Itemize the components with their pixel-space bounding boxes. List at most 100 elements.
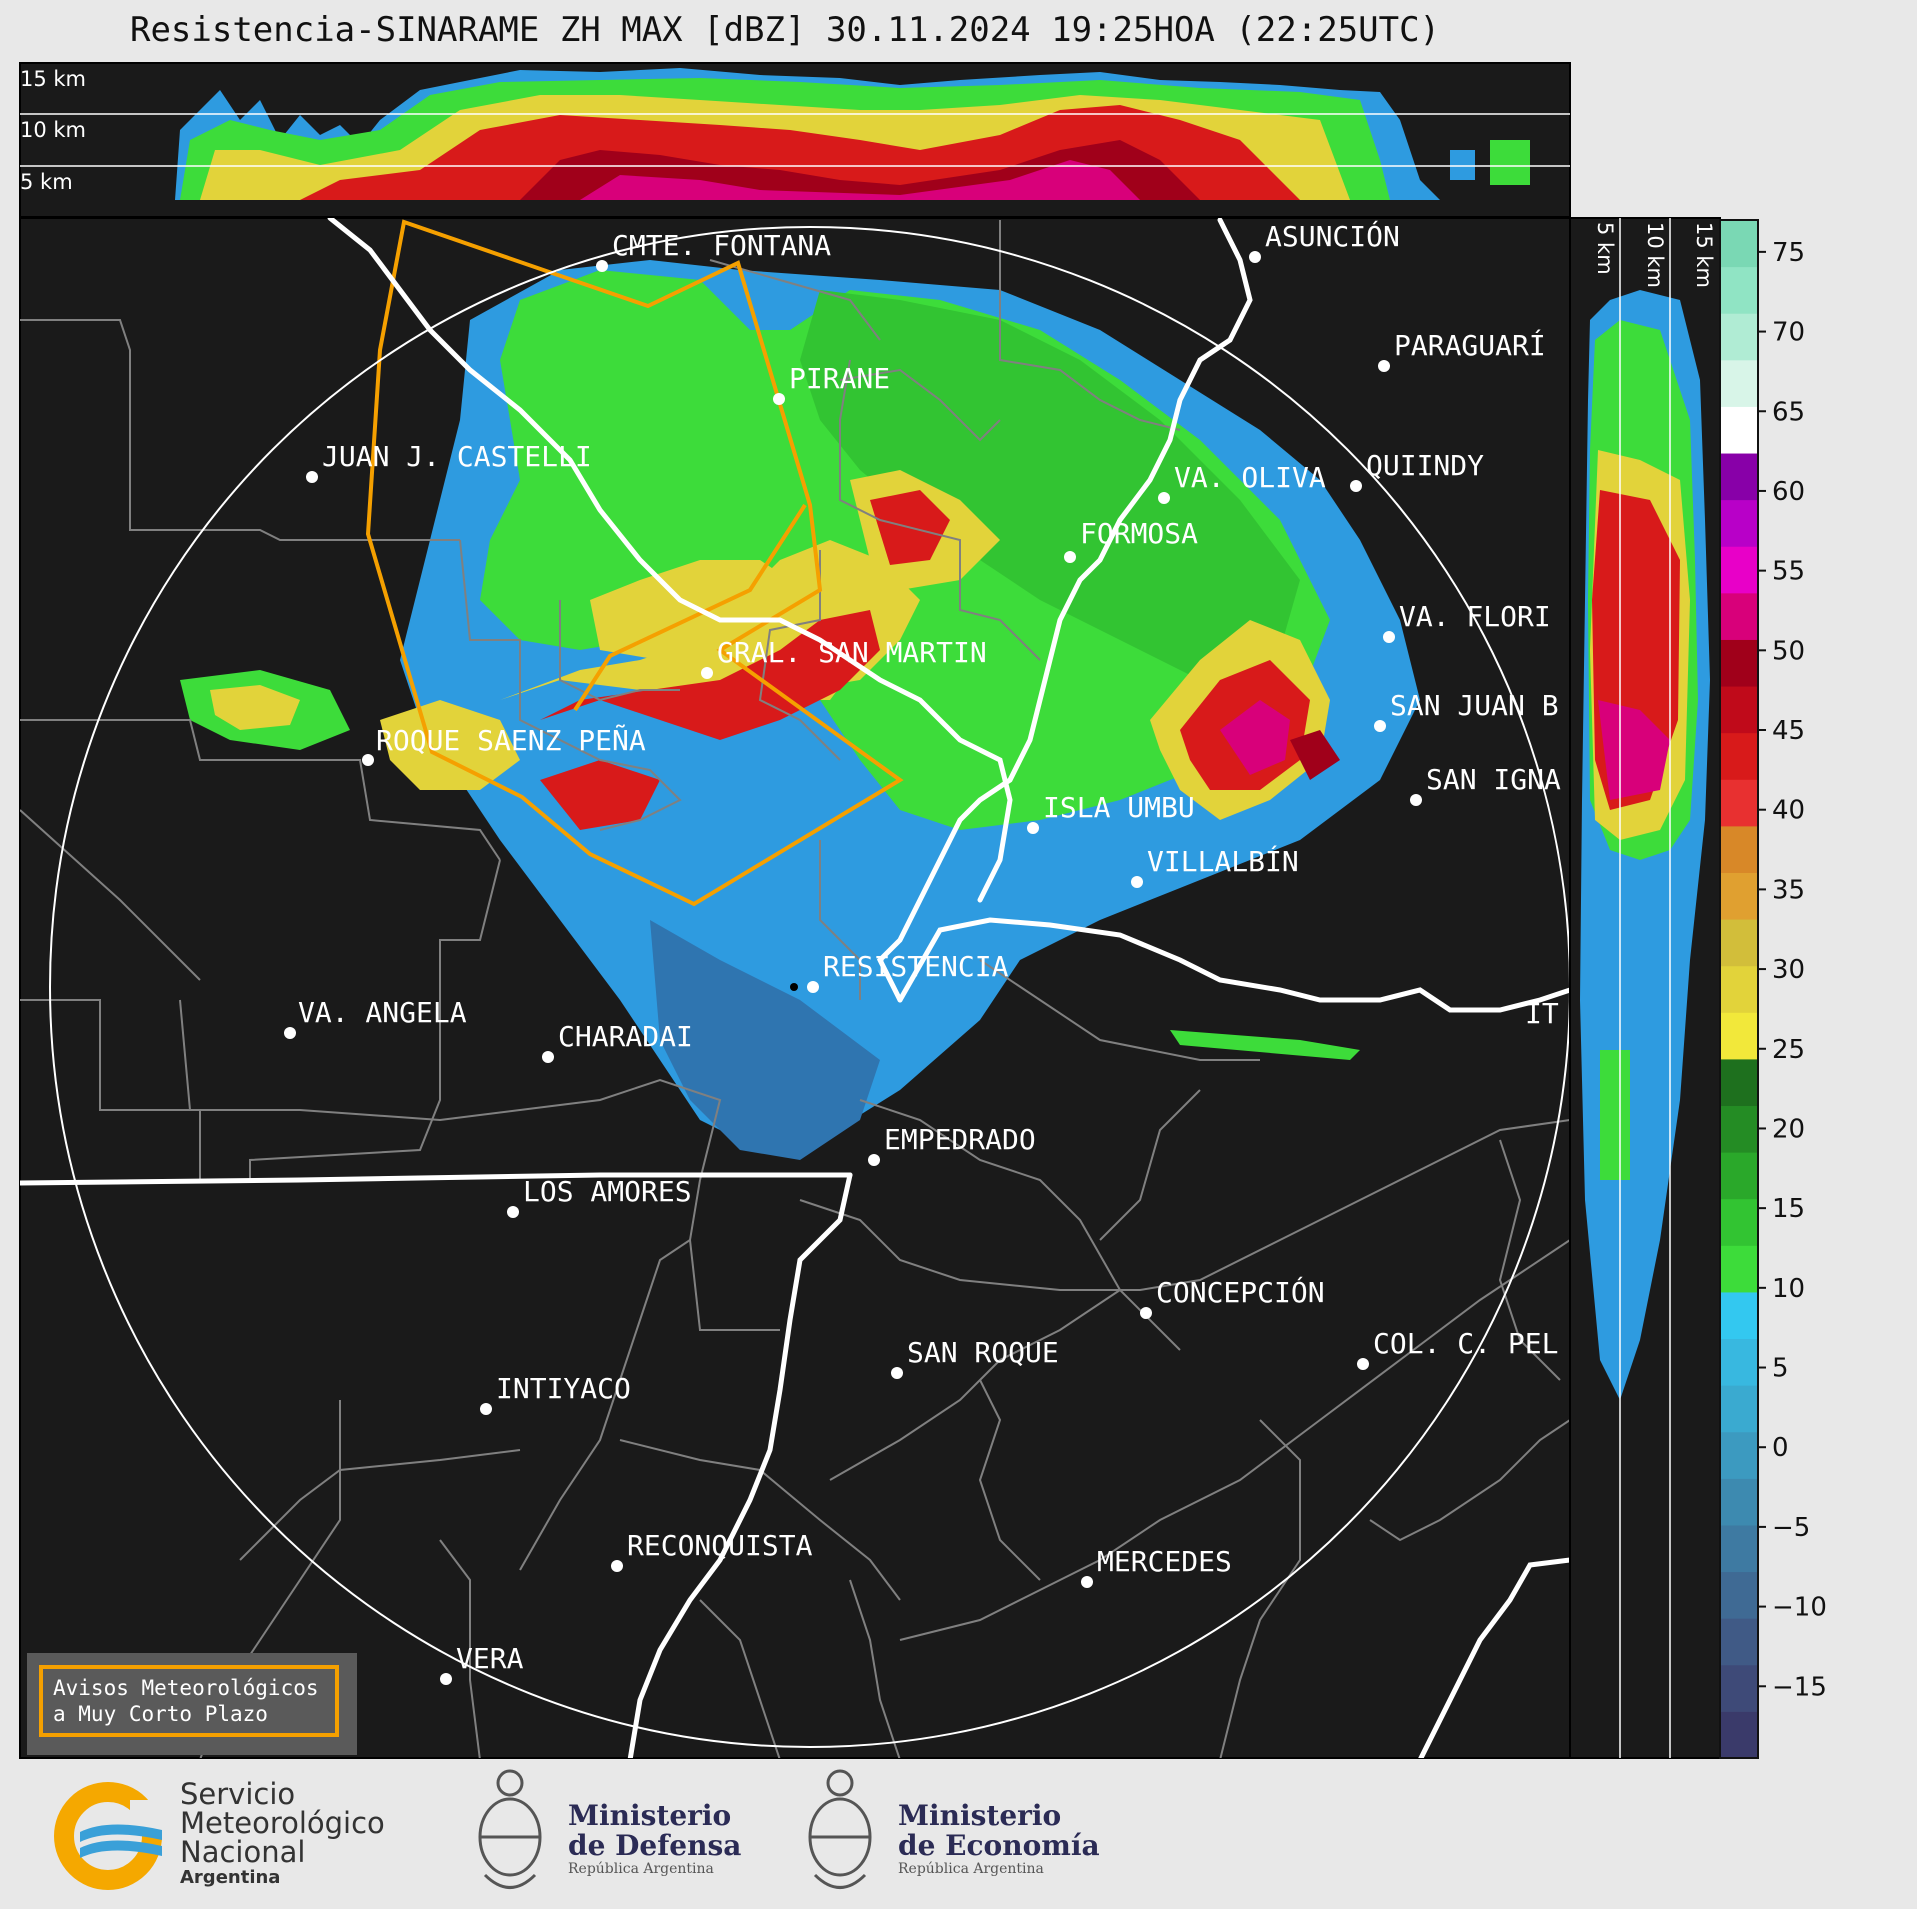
coat-of-arms-icon — [808, 1769, 872, 1889]
city-dot — [306, 471, 318, 483]
smn-line3: Nacional — [180, 1835, 306, 1869]
colorbar-tick-label: 25 — [1772, 1035, 1805, 1065]
colorbar-tick-label: 40 — [1772, 796, 1805, 826]
city-dot — [1081, 1576, 1093, 1588]
smn-line2: Meteorológico — [180, 1806, 385, 1840]
city-dot — [611, 1560, 623, 1572]
city-label: MERCEDES — [1097, 1545, 1232, 1578]
colorbar-segment — [1720, 1338, 1758, 1386]
colorbar-segment — [1720, 1664, 1758, 1712]
colorbar-tick-label: 70 — [1772, 318, 1805, 348]
city-label: INTIYACO — [496, 1372, 631, 1405]
warning-legend: Avisos Meteorológicos a Muy Corto Plazo — [27, 1653, 357, 1755]
economia-text: Ministerio de Economía República Argenti… — [898, 1801, 1100, 1878]
chart-title: Resistencia-SINARAME ZH MAX [dBZ] 30.11.… — [129, 10, 1441, 50]
city-label: EMPEDRADO — [884, 1123, 1036, 1156]
city-dot — [1140, 1307, 1152, 1319]
colorbar-segment — [1720, 732, 1758, 780]
colorbar-tick-label: 55 — [1772, 557, 1805, 587]
footer: Servicio Meteorológico Nacional Argentin… — [0, 1760, 1917, 1909]
colorbar-segment — [1720, 825, 1758, 873]
city-label: LOS AMORES — [523, 1175, 692, 1208]
warning-polygon — [365, 219, 904, 907]
city-dot — [596, 260, 608, 272]
city-dot — [701, 667, 713, 679]
colorbar-tick-label: 60 — [1772, 477, 1805, 507]
city-label: COL. C. PEL — [1373, 1327, 1558, 1360]
coat-of-arms-icon — [478, 1769, 542, 1889]
city-label: ROQUE SAENZ PEÑA — [376, 723, 646, 757]
city-dot — [891, 1367, 903, 1379]
city-label: JUAN J. CASTELLI — [322, 440, 592, 473]
city-dot — [542, 1051, 554, 1063]
warning-legend-frame: Avisos Meteorológicos a Muy Corto Plazo — [39, 1665, 339, 1737]
city-label: SAN IGNA — [1426, 763, 1561, 796]
colorbar-segment — [1720, 453, 1758, 501]
city-dot — [868, 1154, 880, 1166]
colorbar-tick-label: 5 — [1772, 1354, 1789, 1384]
city-dot — [807, 981, 819, 993]
city-label: CHARADAI — [558, 1020, 693, 1053]
colorbar-tick-label: 50 — [1772, 636, 1805, 666]
colorbar-segment — [1720, 592, 1758, 640]
defensa-logo: Ministerio de Defensa República Argentin… — [470, 1765, 770, 1905]
city-dot — [1410, 794, 1422, 806]
colorbar-segment — [1720, 919, 1758, 967]
city-label: SAN ROQUE — [907, 1336, 1059, 1369]
colorbar-segment — [1720, 1385, 1758, 1433]
city-label: VA. OLIVA — [1174, 461, 1326, 494]
colorbar-tick-label: 75 — [1772, 238, 1805, 268]
defensa-line3: República Argentina — [568, 1861, 714, 1877]
city-dot — [1357, 1358, 1369, 1370]
colorbar-tick-label: 45 — [1772, 716, 1805, 746]
smn-line4: Argentina — [180, 1867, 281, 1888]
colorbar-tick-label: −10 — [1772, 1593, 1827, 1623]
city-dot — [507, 1206, 519, 1218]
radar-echoes — [180, 260, 1420, 1160]
city-markers: CMTE. FONTANA ASUNCIÓN PARAGUARÍ PIRANE … — [284, 219, 1561, 1685]
colorbar-tick-label: 0 — [1772, 1433, 1789, 1463]
city-dot — [1131, 876, 1143, 888]
colorbar-segment — [1720, 639, 1758, 687]
colorbar-segment — [1720, 1618, 1758, 1666]
top-label-15km: 15 km — [20, 67, 86, 91]
radar-figure: 15 km 10 km 5 km — [19, 62, 1827, 1759]
city-label: VA. ANGELA — [298, 996, 467, 1029]
city-dot — [1378, 360, 1390, 372]
colorbar-segment — [1720, 686, 1758, 734]
city-dot — [773, 393, 785, 405]
top-label-10km: 10 km — [20, 118, 86, 142]
top-echo-profile — [175, 68, 1530, 200]
economia-line3: República Argentina — [898, 1861, 1044, 1877]
colorbar-segment — [1720, 266, 1758, 314]
city-dot — [284, 1027, 296, 1039]
colorbar-tick-label: 65 — [1772, 397, 1805, 427]
city-label: CMTE. FONTANA — [612, 229, 831, 262]
city-label: VILLALBÍN — [1147, 844, 1299, 878]
city-dot — [362, 754, 374, 766]
city-dot — [1350, 480, 1362, 492]
city-dot — [1374, 720, 1386, 732]
city-label: ASUNCIÓN — [1265, 219, 1400, 253]
city-label: VERA — [456, 1642, 524, 1675]
right-label-5km: 5 km — [1593, 222, 1617, 275]
rivers — [20, 218, 1570, 1758]
city-label: CONCEPCIÓN — [1156, 1275, 1325, 1309]
city-label: VA. FLORI — [1399, 600, 1551, 633]
city-label: RESISTENCIA — [823, 950, 1009, 983]
city-label: ISLA UMBU — [1043, 791, 1195, 824]
top-label-5km: 5 km — [20, 170, 73, 194]
city-dot — [480, 1403, 492, 1415]
city-label: FORMOSA — [1080, 517, 1198, 550]
warning-polygon-inner — [573, 503, 807, 712]
colorbar-tick-label: 10 — [1772, 1274, 1805, 1304]
colorbar-segment — [1720, 359, 1758, 407]
colorbar-segment — [1720, 1571, 1758, 1619]
city-label: SAN JUAN B — [1390, 689, 1559, 722]
smn-line1: Servicio — [180, 1777, 296, 1811]
warning-legend-line1: Avisos Meteorológicos — [53, 1676, 319, 1700]
colorbar-segment — [1720, 872, 1758, 920]
right-label-10km: 10 km — [1643, 222, 1667, 288]
colorbar-segment — [1720, 1245, 1758, 1293]
